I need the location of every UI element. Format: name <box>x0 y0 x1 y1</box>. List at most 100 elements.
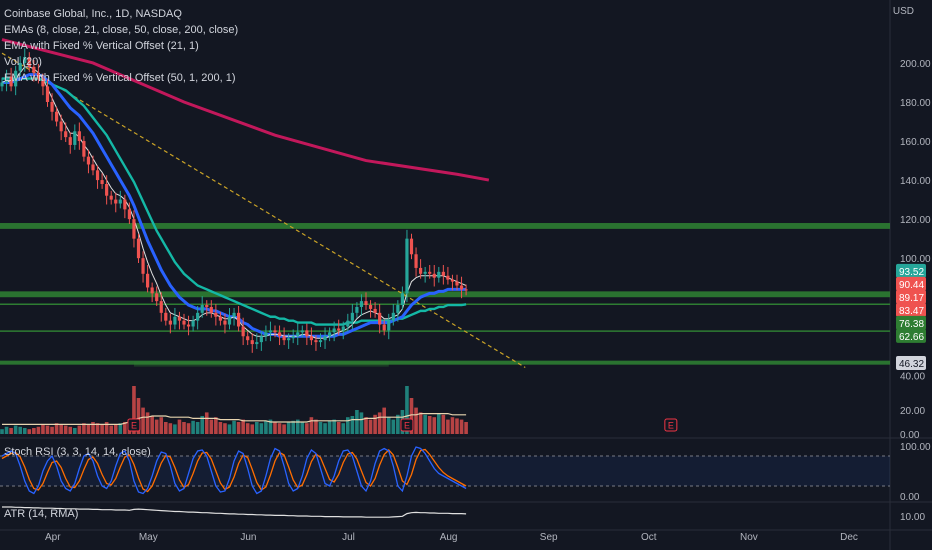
candle-body <box>45 86 50 102</box>
time-tick-label: Jul <box>342 532 355 543</box>
earnings-marker-label: E <box>404 421 410 431</box>
time-tick-label: Apr <box>45 532 61 543</box>
price-label-value: 76.38 <box>899 319 924 330</box>
volume-bar <box>364 417 368 434</box>
volume-bar <box>123 422 127 434</box>
price-tick-label: 180.00 <box>900 98 931 109</box>
earnings-marker-label: E <box>668 421 674 431</box>
candle-body <box>27 57 31 67</box>
chart-legend: Coinbase Global, Inc., 1D, NASDAQ EMAs (… <box>4 6 238 86</box>
candle-body <box>136 238 141 259</box>
volume-bar <box>22 428 27 434</box>
volume-bar <box>77 425 82 434</box>
atr-label[interactable]: ATR (14, RMA) <box>4 508 79 520</box>
price-label-value: 46.32 <box>899 359 924 370</box>
candle-body <box>264 332 268 337</box>
indicator-ema-label[interactable]: EMAs (8, close, 21, close, 50, close, 20… <box>4 24 239 36</box>
candle-body <box>173 316 177 325</box>
volume-bar <box>455 418 459 434</box>
volume-bar <box>332 419 336 434</box>
candle-body <box>282 336 286 341</box>
volume-bar <box>227 424 232 434</box>
volume-bar <box>18 426 22 434</box>
candle-body <box>259 336 263 343</box>
price-label-value: 83.47 <box>899 306 924 317</box>
candle-body <box>23 57 27 63</box>
price-tick-label: 100.00 <box>900 254 931 265</box>
volume-bar <box>27 429 32 434</box>
volume-bar <box>191 420 195 434</box>
volume-bar <box>236 422 241 434</box>
candle-body <box>218 316 222 321</box>
volume-bar <box>132 386 136 434</box>
candle-body <box>146 273 150 288</box>
volume-bar <box>59 424 63 434</box>
stoch-band <box>0 456 890 486</box>
volume-bar <box>441 414 446 434</box>
candle-body <box>186 324 191 327</box>
candle-body <box>291 336 295 339</box>
stoch-tick-label: 0.00 <box>900 492 920 503</box>
volume-bar <box>264 420 268 434</box>
candle-body <box>127 209 131 220</box>
indicator-ema-offset-label[interactable]: EMA with Fixed % Vertical Offset (21, 1) <box>4 40 199 52</box>
candle-body <box>441 271 445 276</box>
volume-bar <box>427 416 432 434</box>
volume-bar <box>259 423 264 434</box>
volume-bar <box>150 416 154 434</box>
candle-body <box>141 258 145 274</box>
candle-body <box>41 78 45 87</box>
candle-body <box>409 238 414 255</box>
volume-tick-label: 0.00 <box>900 430 920 441</box>
candle-body <box>95 170 100 181</box>
stoch-rsi-label[interactable]: Stoch RSI (3, 3, 14, 14, close) <box>4 446 151 458</box>
volume-bar <box>141 407 145 434</box>
volume-bar <box>368 419 373 434</box>
stoch-d-line <box>1 448 467 493</box>
volume-bar <box>459 419 464 434</box>
candle-body <box>214 312 218 317</box>
consolidation-box <box>133 361 389 367</box>
volume-bar <box>286 422 291 434</box>
volume-bar <box>104 422 109 434</box>
volume-bar <box>73 428 77 434</box>
candle-body <box>205 305 209 307</box>
volume-bar <box>305 423 309 434</box>
candle-body <box>382 324 386 331</box>
indicator-volume-label[interactable]: Vol (20) <box>4 56 42 68</box>
candle-body <box>237 312 241 327</box>
support-zone <box>0 223 890 229</box>
volume-bar <box>437 413 441 434</box>
volume-bar <box>277 423 282 434</box>
candle-body <box>387 320 391 331</box>
price-tick-label: 140.00 <box>900 176 931 187</box>
volume-ma-line <box>2 413 467 425</box>
volume-bar <box>396 414 400 434</box>
volume-bar <box>173 424 177 434</box>
candle-body <box>446 275 450 280</box>
candle-body <box>14 70 18 87</box>
candle-body <box>268 330 273 333</box>
candle-body <box>287 338 291 341</box>
volume-bar <box>50 426 54 434</box>
volume-bar <box>182 422 186 434</box>
candle-body <box>73 131 77 145</box>
atr-line <box>2 506 467 518</box>
price-label-badge <box>896 263 926 278</box>
indicator-ema-offset-2-label[interactable]: EMA with Fixed % Vertical Offset (50, 1,… <box>4 72 236 84</box>
volume-bar <box>154 419 159 434</box>
volume-bar <box>13 425 18 434</box>
volume-bar <box>82 423 86 434</box>
volume-bar <box>291 420 295 434</box>
candle-body <box>255 342 259 345</box>
volume-bar <box>432 417 437 434</box>
price-tick-label: 160.00 <box>900 137 931 148</box>
price-label-badge <box>896 302 926 317</box>
candle-body <box>437 271 441 278</box>
candle-body <box>337 328 341 331</box>
candle-body <box>0 82 4 87</box>
price-tick-label: 120.00 <box>900 215 931 226</box>
ema200-line <box>1 38 490 182</box>
candle-body <box>123 199 127 210</box>
